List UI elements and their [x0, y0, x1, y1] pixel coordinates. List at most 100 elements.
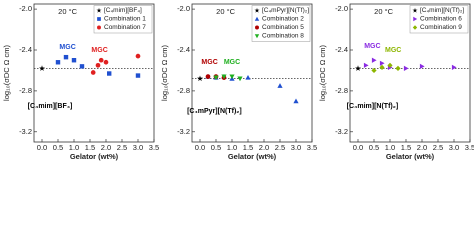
marker — [97, 25, 101, 30]
x-tick-label: 2.0 — [417, 143, 427, 152]
x-tick-label: 3.0 — [133, 143, 143, 152]
plot-frame — [191, 3, 313, 143]
y-tick-label: -3.2 — [19, 127, 32, 136]
x-tick-label: 1.5 — [401, 143, 411, 152]
x-tick-label: 1.0 — [227, 143, 237, 152]
plot-frame — [349, 3, 471, 143]
y-tick-label: -2.8 — [335, 86, 348, 95]
marker — [95, 62, 101, 68]
marker — [221, 74, 227, 80]
marker — [96, 7, 102, 13]
marker — [255, 25, 259, 30]
legend-box — [93, 5, 153, 34]
marker — [254, 7, 260, 13]
y-tick-label: -2.8 — [19, 86, 32, 95]
legend-label: [C₄mim][BF₄] — [104, 7, 142, 14]
marker — [254, 16, 260, 21]
marker — [205, 74, 211, 79]
panel-title: 20 °C — [58, 7, 77, 16]
legend-label: Combination 1 — [104, 16, 146, 23]
x-tick-label: 0.5 — [53, 143, 63, 152]
marker — [237, 76, 243, 82]
legend-box — [409, 5, 469, 34]
legend-label: Combination 6 — [420, 16, 462, 23]
x-tick-label: 3.0 — [449, 143, 459, 152]
y-axis-title: log₁₀(σDC Ω cm) — [318, 45, 327, 101]
y-tick-label: -2.0 — [335, 4, 348, 13]
marker — [293, 98, 299, 104]
y-tick-label: -3.2 — [335, 127, 348, 136]
marker — [90, 70, 96, 75]
y-axis-title: log₁₀(σDC Ω cm) — [2, 45, 11, 101]
marker — [197, 75, 203, 82]
legend-label: Combination 2 — [262, 16, 304, 23]
marker — [451, 64, 457, 70]
annotation: MGC — [91, 47, 107, 54]
marker — [71, 58, 77, 63]
legend-label: Combination 9 — [420, 24, 462, 31]
panel-title: 20 °C — [374, 7, 393, 16]
marker — [363, 62, 369, 68]
x-tick-label: 1.5 — [85, 143, 95, 152]
plot-frame — [33, 3, 155, 143]
marker — [79, 64, 85, 69]
legend-label: Combination 7 — [104, 24, 146, 31]
x-tick-label: 3.0 — [291, 143, 301, 152]
x-axis-title: Gelator (wt%) — [70, 152, 119, 161]
y-tick-label: -2.4 — [335, 45, 348, 54]
marker — [39, 65, 45, 71]
x-tick-label: 0.0 — [195, 143, 205, 152]
marker — [106, 71, 112, 76]
marker — [135, 73, 141, 78]
x-tick-label: 2.5 — [433, 143, 443, 152]
marker — [371, 67, 377, 74]
annotation: MGC — [385, 47, 401, 54]
annotation: [C₄mPyr][N(Tf)₂] — [187, 108, 242, 115]
y-tick-label: -2.4 — [177, 45, 190, 54]
annotation: MGC — [364, 43, 380, 50]
y-tick-label: -2.4 — [19, 45, 32, 54]
marker — [229, 74, 235, 80]
legend-box — [251, 5, 311, 42]
x-tick-label: 2.0 — [259, 143, 269, 152]
x-tick-label: 0.0 — [353, 143, 363, 152]
annotation: [C₄mim][N(Tf)₂] — [347, 103, 399, 110]
marker — [55, 60, 61, 65]
marker — [213, 75, 219, 81]
x-tick-label: 3.5 — [465, 143, 474, 152]
x-tick-label: 0.5 — [369, 143, 379, 152]
marker — [395, 65, 401, 71]
marker — [387, 62, 393, 68]
x-tick-label: 2.0 — [101, 143, 111, 152]
y-tick-label: -2.0 — [177, 4, 190, 13]
panel-title: 20 °C — [216, 7, 235, 16]
figure: -2.0 -2.4 -2.8 -3.2 0.0 0.5 1.0 1.5 2.0 2.5 3.0 3.5… — [2, 3, 474, 161]
marker — [97, 17, 101, 21]
marker — [103, 59, 109, 65]
legend-label: Combination 5 — [262, 24, 304, 31]
x-tick-label: 3.5 — [307, 143, 317, 152]
marker — [412, 25, 418, 30]
marker — [98, 57, 104, 63]
legend-label: [C₄mim][N(Tf)₂] — [420, 7, 464, 14]
y-tick-label: -2.8 — [177, 86, 190, 95]
legend-label: Combination 8 — [262, 33, 304, 40]
marker — [419, 63, 425, 69]
marker — [371, 57, 377, 63]
marker — [412, 7, 418, 13]
y-tick-label: -3.2 — [177, 127, 190, 136]
x-tick-label: 2.5 — [275, 143, 285, 152]
marker — [403, 65, 409, 71]
annotation: MGC — [224, 59, 240, 66]
marker — [135, 53, 141, 59]
y-axis-title: log₁₀(σDC Ω cm) — [160, 45, 169, 101]
x-tick-label: 1.5 — [243, 143, 253, 152]
marker — [379, 64, 385, 70]
marker — [254, 34, 260, 39]
marker — [63, 54, 69, 60]
x-tick-label: 1.0 — [385, 143, 395, 152]
x-tick-label: 0.0 — [37, 143, 47, 152]
marker — [245, 75, 251, 80]
x-axis-title: Gelator (wt%) — [386, 152, 435, 161]
legend-label: [C₄mPyr][N(Tf)₂] — [262, 7, 309, 14]
